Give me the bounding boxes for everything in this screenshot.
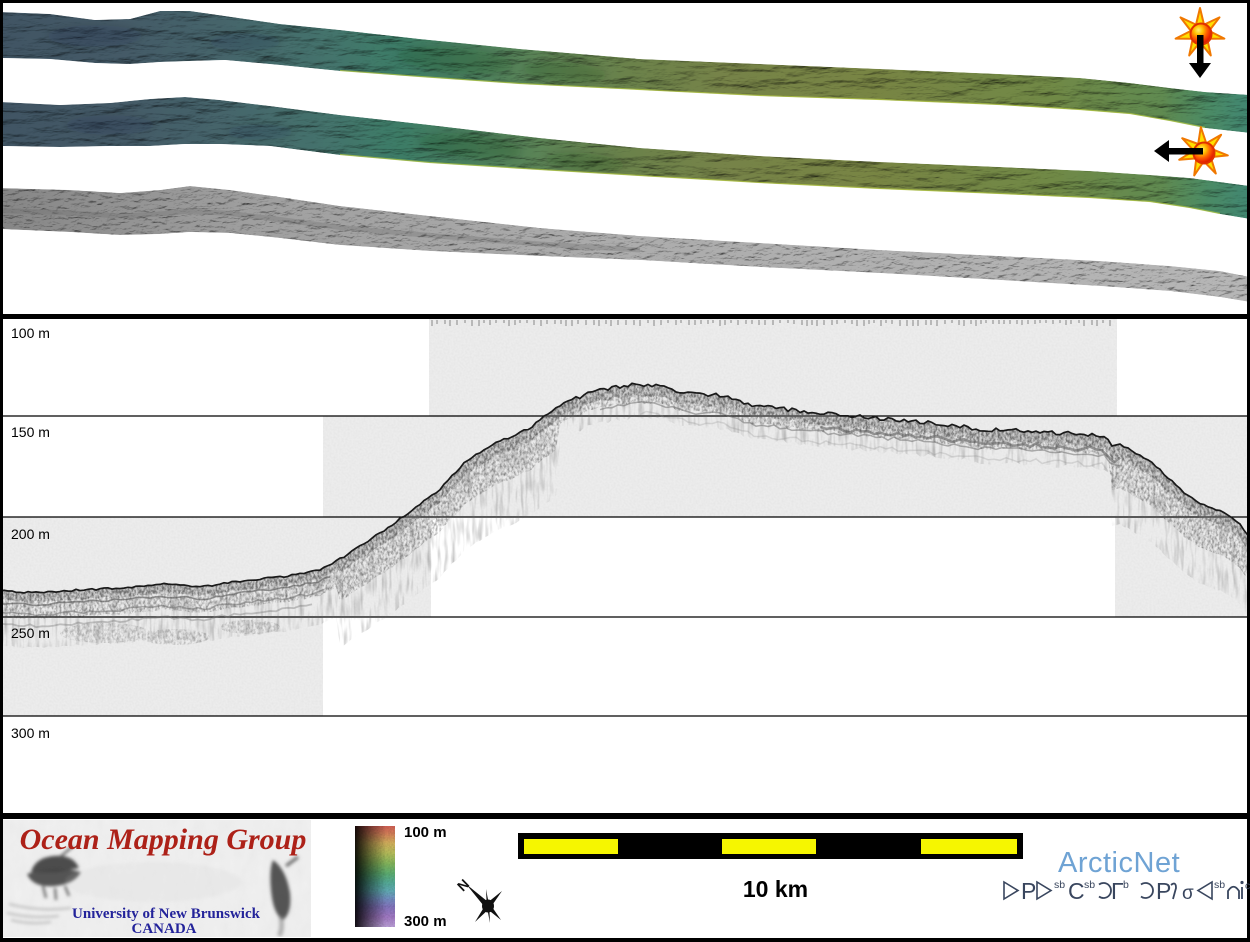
svg-text:Ocean Mapping Group: Ocean Mapping Group: [20, 823, 307, 856]
svg-text:250 m: 250 m: [11, 625, 50, 641]
svg-text:CANADA: CANADA: [132, 921, 197, 937]
svg-text:sb: sb: [1054, 879, 1065, 891]
svg-text:σ: σ: [1182, 883, 1194, 904]
svg-text:University of New Brunswick: University of New Brunswick: [72, 906, 261, 922]
svg-text:300 m: 300 m: [11, 725, 50, 741]
svg-text:P: P: [1021, 878, 1036, 904]
svg-text:sb: sb: [1084, 879, 1095, 891]
svg-text:100 m: 100 m: [11, 325, 50, 341]
svg-text:b: b: [1123, 879, 1129, 891]
svg-text:150 m: 150 m: [11, 424, 50, 440]
svg-text:N: N: [455, 876, 472, 895]
svg-text:P: P: [1156, 878, 1171, 904]
svg-text:c: c: [1245, 880, 1250, 892]
svg-text:200 m: 200 m: [11, 526, 50, 542]
svg-text:C: C: [1068, 878, 1085, 904]
svg-text:sb: sb: [1214, 879, 1225, 891]
svg-text:Γ: Γ: [1111, 878, 1124, 904]
